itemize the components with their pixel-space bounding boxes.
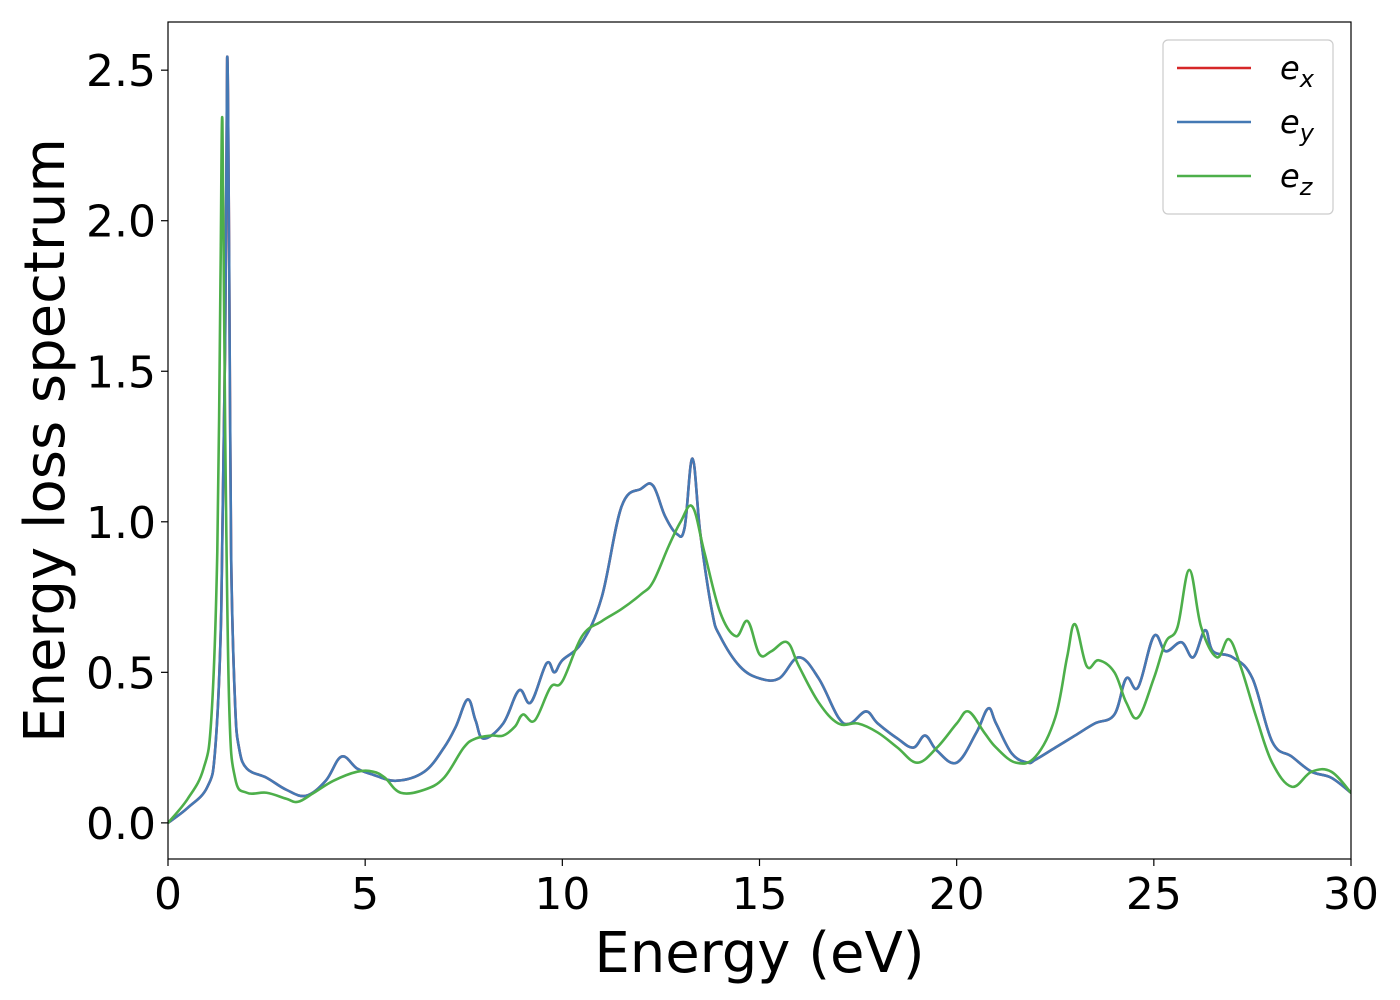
legend-label-x: ex [1280,49,1315,93]
plot-area [168,55,1351,825]
y-tick-label: 2.0 [86,197,156,248]
x-tick-label: 20 [929,869,985,920]
x-tick-label: 5 [351,869,379,920]
y-axis-ticks: 0.0 0.5 1.0 1.5 2.0 2.5 [86,46,168,850]
x-axis-label: Energy (eV) [594,921,924,986]
x-tick-label: 30 [1323,869,1379,920]
y-axis-label: Energy loss spectrum [13,138,78,743]
y-tick-label: 1.5 [86,347,156,398]
series-line-z [168,116,1351,825]
y-tick-label: 0.0 [86,799,156,850]
legend: ex ey ez [1162,39,1334,215]
x-tick-label: 10 [534,869,590,920]
x-tick-label: 25 [1126,869,1182,920]
x-tick-label: 0 [154,869,182,920]
y-tick-label: 0.5 [86,648,156,699]
legend-label-z: ez [1280,157,1314,201]
plot-frame [167,21,1352,860]
y-tick-label: 2.5 [86,46,156,97]
x-axis-ticks: 0 5 10 15 20 25 30 [154,859,1379,920]
legend-box [1162,39,1334,215]
legend-label-y: ey [1280,103,1315,147]
y-tick-label: 1.0 [86,498,156,549]
x-tick-label: 15 [732,869,788,920]
